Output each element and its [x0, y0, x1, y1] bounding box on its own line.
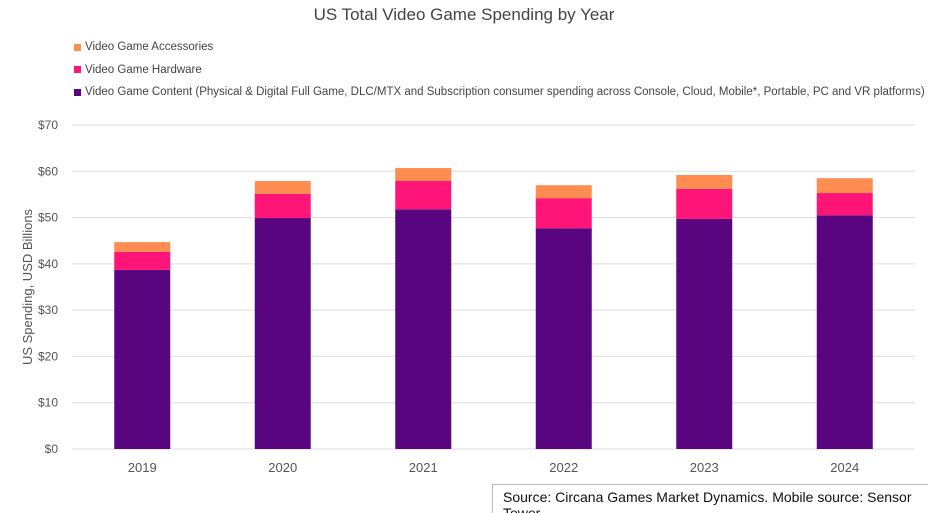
legend-swatch — [74, 66, 81, 74]
bar-segment-1 — [254, 193, 311, 219]
bar-segment-2 — [114, 242, 171, 252]
bar-segment-1 — [535, 198, 592, 229]
y-tick-label: $50 — [38, 211, 58, 225]
x-tick-label: 2020 — [268, 460, 297, 475]
bar-segment-2 — [816, 178, 873, 194]
source-note: Source: Circana Games Market Dynamics. M… — [492, 484, 928, 513]
bar-segment-1 — [816, 193, 873, 216]
legend-label: Video Game Hardware — [85, 63, 202, 76]
y-tick-label: $40 — [38, 257, 58, 271]
chart-title: US Total Video Game Spending by Year — [314, 5, 615, 24]
legend: Video Game Accessories Video Game Hardwar… — [74, 36, 925, 104]
y-tick-label: $0 — [45, 442, 59, 456]
bar-segment-2 — [535, 185, 592, 199]
bar-segment-0 — [676, 218, 733, 449]
x-tick-label: 2022 — [549, 460, 578, 475]
legend-item: Video Game Hardware — [74, 59, 925, 82]
y-tick-label: $20 — [38, 349, 58, 363]
bar-segment-2 — [676, 174, 733, 189]
legend-label: Video Game Content (Physical & Digital F… — [85, 86, 925, 99]
x-tick-label: 2021 — [409, 460, 438, 475]
y-tick-label: $10 — [38, 396, 58, 410]
bar-segment-0 — [254, 218, 311, 449]
x-tick-label: 2019 — [128, 460, 157, 475]
y-axis-label: US Spending, USD Billions — [20, 208, 35, 365]
bar-segment-2 — [254, 181, 311, 194]
legend-label: Video Game Accessories — [85, 41, 214, 54]
x-tick-label: 2023 — [690, 460, 719, 475]
bar-segment-1 — [395, 181, 452, 210]
x-tick-label: 2024 — [830, 460, 859, 475]
bar-segment-0 — [395, 209, 452, 449]
legend-item: Video Game Accessories — [74, 36, 925, 59]
bar-segment-0 — [535, 228, 592, 449]
legend-swatch — [74, 88, 81, 96]
y-tick-label: $60 — [38, 164, 58, 178]
y-tick-label: $70 — [38, 118, 58, 132]
legend-swatch — [74, 43, 81, 51]
y-tick-label: $30 — [38, 303, 58, 317]
bar-segment-2 — [395, 168, 452, 182]
legend-item: Video Game Content (Physical & Digital F… — [74, 81, 925, 104]
bar-segment-1 — [114, 251, 171, 270]
bar-segment-0 — [114, 269, 171, 449]
bar-segment-0 — [816, 215, 873, 449]
bar-segment-1 — [676, 188, 733, 219]
